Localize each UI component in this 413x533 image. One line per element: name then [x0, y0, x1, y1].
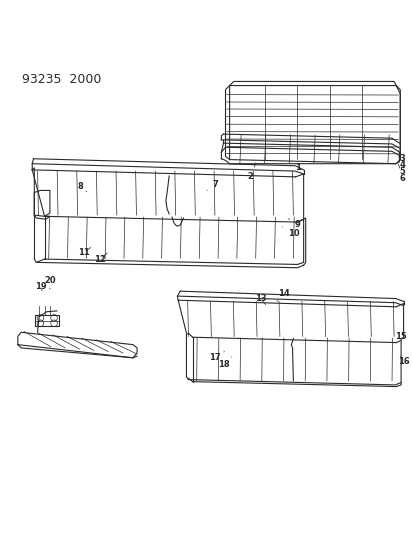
Text: 14: 14	[276, 289, 290, 302]
Text: 6: 6	[398, 164, 404, 183]
Text: 18: 18	[217, 357, 231, 369]
Text: 93235  2000: 93235 2000	[22, 73, 101, 86]
Text: 1: 1	[289, 159, 300, 172]
Text: 8: 8	[77, 182, 86, 191]
Text: 12: 12	[94, 253, 107, 264]
Text: 19: 19	[35, 282, 46, 290]
Text: 20: 20	[44, 277, 56, 289]
Text: 11: 11	[78, 247, 90, 256]
Text: 15: 15	[394, 332, 406, 341]
Text: 10: 10	[282, 227, 299, 238]
Text: 5: 5	[398, 161, 404, 176]
Text: 16: 16	[397, 356, 408, 366]
Text: 17: 17	[209, 352, 224, 362]
Text: 4: 4	[398, 157, 404, 169]
Text: 9: 9	[288, 219, 299, 229]
Text: 13: 13	[254, 294, 266, 304]
Text: 3: 3	[398, 151, 404, 163]
Text: 2: 2	[247, 163, 255, 181]
Text: 7: 7	[206, 180, 218, 190]
